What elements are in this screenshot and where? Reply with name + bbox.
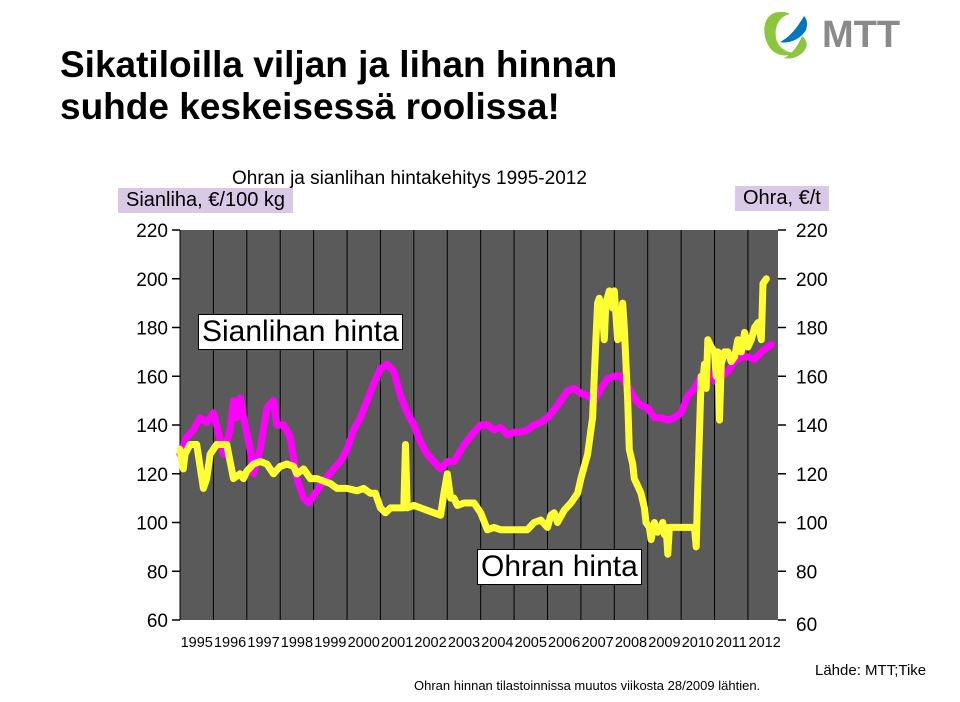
source-text: Lähde: MTT;Tike: [815, 662, 927, 679]
x-tick-label: 1998: [281, 635, 313, 651]
slide-title-line2: suhde keskeisessä roolissa!: [60, 86, 560, 127]
x-tick-label: 2012: [749, 635, 781, 651]
x-tick-label: 2009: [648, 635, 680, 651]
left-tick-label: 120: [136, 465, 168, 486]
mtt-logo: MTT: [764, 12, 900, 59]
right-tick-labels: 60 80 100 120 140 160 180 200 220: [796, 221, 828, 636]
left-tick-label: 80: [147, 562, 168, 583]
pork-price-line: [176, 341, 775, 507]
logo-text: MTT: [822, 14, 900, 56]
x-tick-label: 1997: [247, 635, 279, 651]
left-tick-label: 200: [136, 270, 168, 291]
right-tick-label: 120: [796, 465, 828, 486]
x-tick-label: 2005: [515, 635, 547, 651]
right-tick-label: 140: [796, 416, 828, 437]
leaf-icon: [764, 12, 808, 59]
x-tick-label: 2006: [548, 635, 580, 651]
x-tick-label: 2000: [348, 635, 380, 651]
x-tick-labels: 1995 1996 1997 1998 1999 2000 2001 2002 2003 2004…: [181, 635, 781, 651]
right-axis-label: Ohra, €/t: [735, 186, 829, 211]
x-tick-label: 2002: [414, 635, 446, 651]
left-axis-label: Sianliha, €/100 kg: [118, 188, 294, 213]
x-tick-label: 1999: [314, 635, 346, 651]
left-tick-label: 220: [136, 221, 168, 242]
pork-price-annotation: Sianlihan hinta: [198, 314, 403, 350]
left-tick-label: 100: [136, 514, 168, 535]
x-tick-label: 2004: [481, 635, 513, 651]
left-tick-labels: 60 80 100 120 140 160 180 200 220: [136, 221, 168, 632]
x-tick-label: 2007: [581, 635, 613, 651]
x-tick-label: 2008: [615, 635, 647, 651]
chart-title: Ohran ja sianlihan hintakehitys 1995-201…: [232, 168, 587, 189]
barley-price-line: [176, 275, 770, 558]
footnote: Ohran hinnan tilastoinnissa muutos viiko…: [414, 678, 761, 693]
x-tick-label: 2001: [381, 635, 413, 651]
right-tick-label: 180: [796, 319, 828, 340]
axes: [172, 229, 786, 621]
x-tick-label: 2010: [682, 635, 714, 651]
x-tick-label: 1996: [214, 635, 246, 651]
right-tick-label: 220: [796, 221, 828, 242]
left-tick-label: 160: [136, 367, 168, 388]
right-tick-label: 160: [796, 367, 828, 388]
x-tick-label: 2011: [716, 635, 747, 651]
barley-price-annotation: Ohran hinta: [477, 549, 642, 585]
slide-title: Sikatiloilla viljan ja lihan hinnan suhde…: [60, 44, 617, 128]
x-tick-label: 1995: [181, 635, 213, 651]
series-lines: [176, 275, 775, 558]
right-tick-label: 100: [796, 514, 828, 535]
slide-title-line1: Sikatiloilla viljan ja lihan hinnan: [60, 44, 618, 85]
right-tick-label: 60: [796, 615, 817, 636]
x-tick-label: 2003: [448, 635, 480, 651]
left-tick-label: 140: [136, 416, 168, 437]
right-tick-label: 200: [796, 270, 828, 291]
left-tick-label: 180: [136, 319, 168, 340]
right-tick-label: 80: [796, 562, 817, 583]
left-tick-label: 60: [147, 611, 168, 632]
